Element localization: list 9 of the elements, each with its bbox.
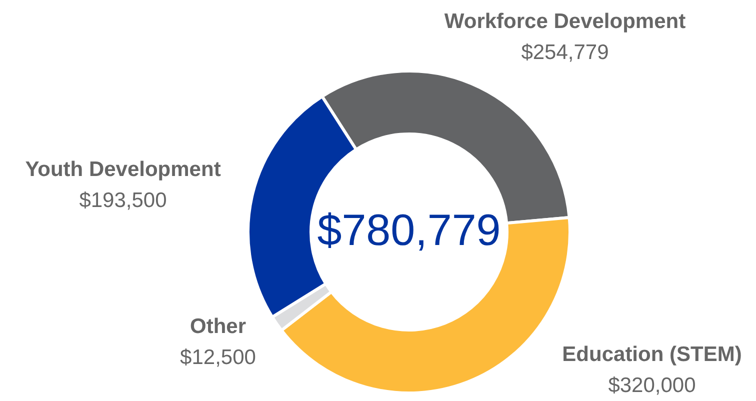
data-label: $320,000	[608, 374, 696, 397]
text: $780,779	[317, 206, 501, 255]
slice-label: Workforce Development	[444, 10, 686, 33]
slice-label: Other	[190, 315, 246, 338]
slice-label: Education (STEM)	[562, 343, 742, 366]
data-label: $193,500	[79, 189, 167, 212]
data-label: $12,500	[180, 346, 256, 369]
slice-label: Youth Development	[25, 158, 221, 181]
data-label: $254,779	[521, 41, 609, 64]
